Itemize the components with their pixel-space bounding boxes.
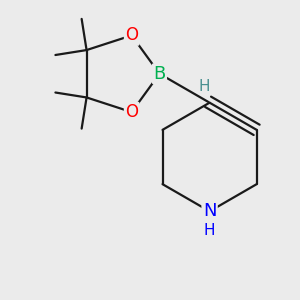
Text: H: H xyxy=(204,223,215,238)
Text: N: N xyxy=(203,202,216,220)
Text: O: O xyxy=(125,103,138,121)
Text: O: O xyxy=(125,26,138,44)
Text: B: B xyxy=(153,65,166,83)
Text: H: H xyxy=(199,79,210,94)
